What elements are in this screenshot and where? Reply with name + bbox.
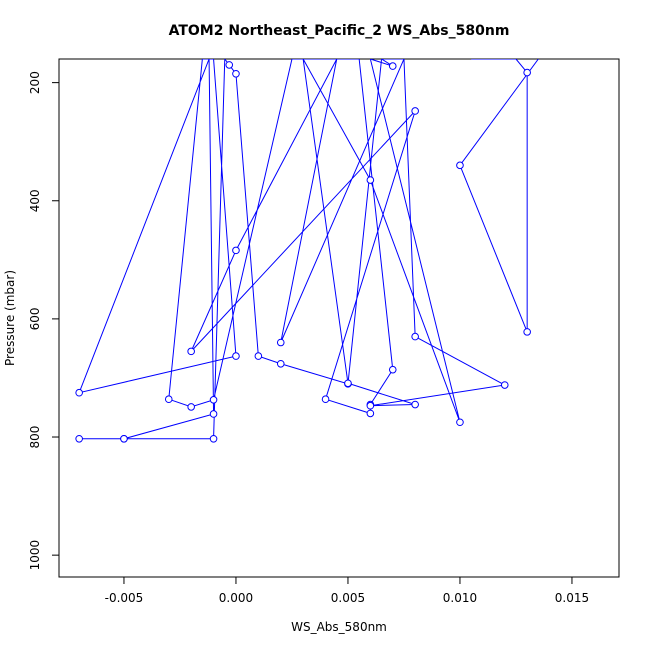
data-point: [276, 359, 285, 368]
data-point: [75, 434, 83, 443]
x-axis-label: WS_Abs_580nm: [291, 620, 387, 634]
data-point: [276, 338, 285, 347]
data-point: [500, 381, 509, 389]
series-line-3: [459, 59, 539, 333]
data-point: [75, 388, 83, 397]
data-point: [388, 365, 397, 374]
data-point: [411, 400, 419, 409]
chart-title: ATOM2 Northeast_Pacific_2 WS_Abs_580nm: [169, 23, 510, 39]
data-point: [523, 328, 531, 336]
data-point: [411, 332, 419, 341]
data-point: [232, 352, 240, 360]
data-point: [232, 246, 240, 255]
x-tick-label: 0.010: [443, 591, 477, 605]
data-point: [209, 434, 218, 443]
y-tick-label: 600: [28, 307, 42, 330]
data-point: [232, 69, 240, 78]
x-tick-label: -0.005: [105, 591, 144, 605]
y-tick-label: 800: [28, 426, 42, 449]
data-point: [366, 401, 375, 410]
data-point: [225, 61, 234, 69]
y-tick-label: 200: [28, 71, 42, 94]
data-point: [187, 347, 195, 356]
data-point: [344, 379, 352, 388]
x-axis: -0.005 0.000 0.005 0.010 0.015: [105, 577, 589, 605]
data-point: [366, 409, 375, 418]
data-point: [164, 395, 173, 404]
data-point: [321, 395, 330, 404]
data-series: [75, 59, 539, 443]
y-axis-label: Pressure (mbar): [3, 270, 17, 366]
x-tick-label: 0.015: [555, 591, 589, 605]
x-tick-label: 0.000: [219, 591, 253, 605]
data-point: [120, 434, 128, 443]
x-tick-label: 0.005: [331, 591, 365, 605]
data-point: [254, 352, 263, 360]
y-tick-label: 400: [28, 189, 42, 212]
data-point: [456, 418, 464, 427]
data-point: [366, 176, 375, 184]
series-line-2: [302, 59, 507, 423]
data-point: [388, 62, 397, 70]
series-line-1: [78, 59, 416, 440]
data-point: [456, 161, 464, 170]
data-point: [209, 410, 218, 418]
data-point: [187, 403, 195, 411]
data-point: [523, 68, 531, 77]
y-axis: 200 400 600 800 1000: [28, 71, 59, 570]
data-point: [209, 396, 218, 404]
data-point: [411, 107, 419, 115]
y-tick-label: 1000: [28, 540, 42, 571]
